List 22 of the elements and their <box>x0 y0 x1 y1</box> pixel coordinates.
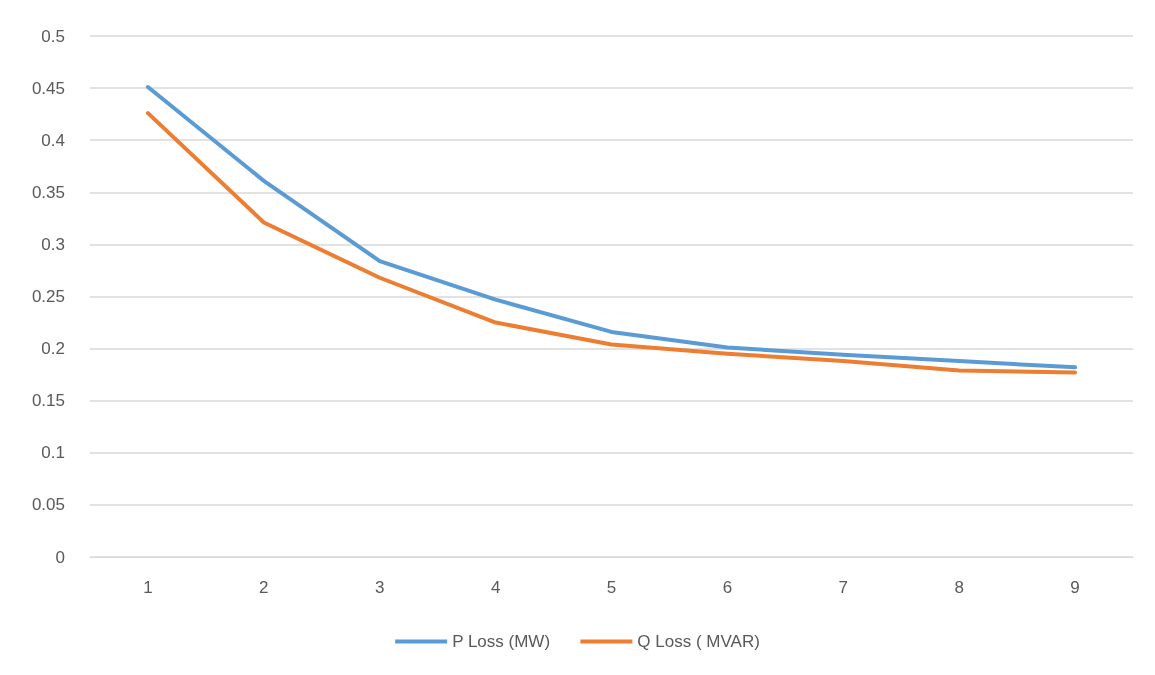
x-tick-label: 6 <box>722 578 733 597</box>
y-tick-label: 0.4 <box>41 130 65 150</box>
x-tick-label: 8 <box>954 578 964 597</box>
x-tick-label: 7 <box>838 578 849 597</box>
x-tick-label: 2 <box>259 578 269 597</box>
legend-label: P Loss (MW) <box>452 632 551 651</box>
y-tick-label: 0.5 <box>41 26 65 46</box>
x-tick-label: 3 <box>374 578 385 597</box>
x-tick-label: 1 <box>143 578 153 597</box>
x-tick-label: 5 <box>606 578 617 597</box>
x-tick-label: 9 <box>1070 578 1080 597</box>
y-tick-label: 0.05 <box>31 495 65 515</box>
legend-label: Q Loss ( MVAR) <box>637 632 760 651</box>
y-tick-label: 0.1 <box>41 443 65 463</box>
y-tick-label: 0.15 <box>31 391 65 411</box>
y-tick-label: 0.3 <box>41 234 65 254</box>
y-tick-label: 0.2 <box>41 339 65 359</box>
y-tick-label: 0 <box>55 547 65 567</box>
y-tick-label: 0.25 <box>31 287 65 306</box>
x-tick-label: 4 <box>490 578 501 597</box>
y-tick-label: 0.45 <box>31 78 65 98</box>
y-tick-label: 0.35 <box>31 182 65 202</box>
